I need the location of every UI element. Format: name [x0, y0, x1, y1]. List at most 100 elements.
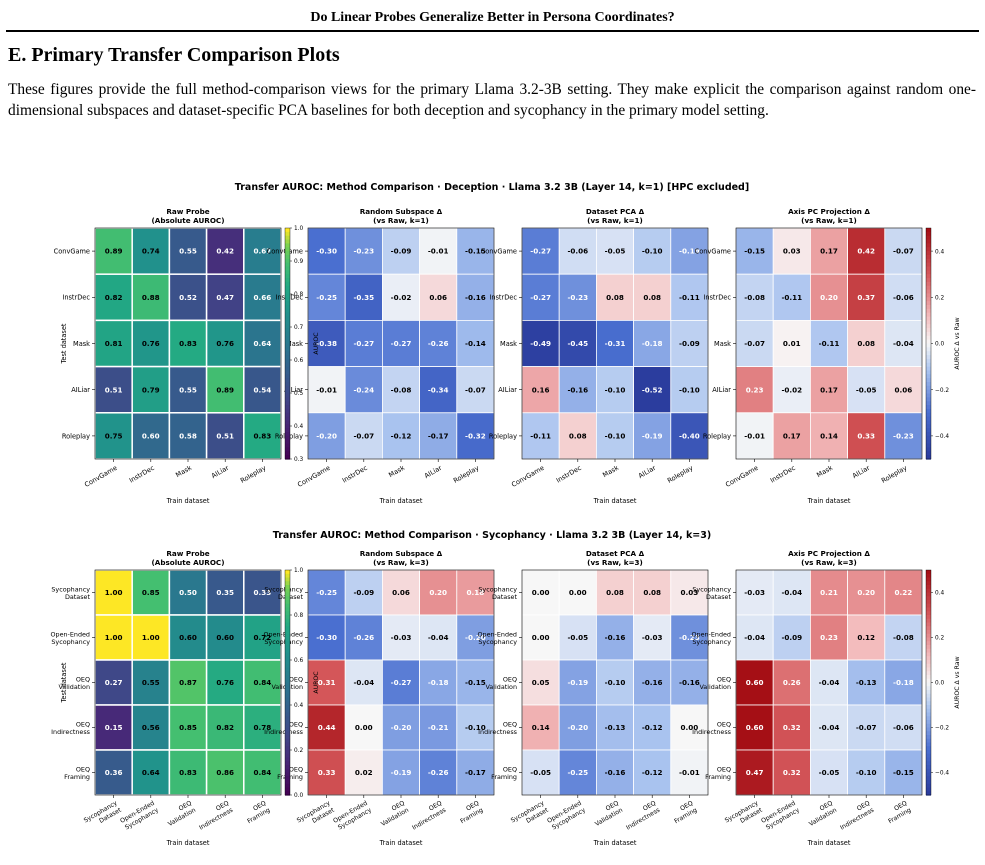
colorbar-swatch: [285, 281, 290, 287]
colorbar-swatch: [285, 776, 290, 781]
cell-value-label: -0.05: [819, 768, 840, 777]
colorbar-swatch: [926, 405, 931, 410]
row-label: OEQ: [76, 676, 90, 684]
colorbar-swatch: [926, 701, 931, 706]
colorbar-swatch: [285, 305, 290, 310]
colorbar-swatch: [926, 791, 931, 796]
colorbar-swatch: [926, 603, 931, 609]
cell-value-label: -0.11: [819, 339, 840, 348]
cell-value-label: -0.23: [353, 247, 374, 256]
colorbar-swatch: [285, 451, 290, 456]
cell-value-label: -0.30: [316, 247, 337, 256]
colorbar-swatch: [285, 397, 290, 402]
cell-value-label: -0.08: [744, 293, 765, 302]
colorbar-tick-label: 0.8: [294, 292, 304, 298]
cell-value-label: -0.45: [567, 339, 588, 348]
colorbar-swatch: [285, 435, 290, 441]
colorbar-swatch: [926, 374, 931, 379]
row-label: Roleplay: [489, 432, 517, 440]
running-head: Do Linear Probes Generalize Better in Pe…: [310, 10, 675, 25]
cell-value-label: -0.03: [744, 588, 765, 597]
col-label: ConvGame: [724, 464, 759, 489]
colorbar-swatch: [926, 420, 931, 425]
colorbar-swatch: [926, 682, 931, 687]
cell-value-label: 0.35: [216, 588, 234, 597]
cell-value-label: -0.19: [642, 432, 663, 441]
figure-title: Transfer AUROC: Method Comparison · Syco…: [273, 530, 711, 541]
panel-subtitle: (vs Raw, k=3): [373, 558, 429, 567]
colorbar-swatch: [285, 780, 290, 785]
colorbar-swatch: [285, 339, 290, 345]
heatmap-panel: Dataset PCA Δ(vs Raw, k=1) -0.27 -0.06 -0.0…: [481, 207, 709, 505]
colorbar-swatch: [926, 243, 931, 248]
cell-value-label: 0.89: [105, 247, 123, 256]
cell-value-label: 0.36: [105, 768, 123, 777]
heatmap-cell: [884, 412, 923, 460]
heatmap-cell: [596, 749, 635, 796]
heatmap-cell: [456, 704, 495, 751]
cell-value-label: 0.51: [105, 385, 123, 394]
colorbar-swatch: [926, 328, 931, 333]
cell-value-label: -0.06: [893, 293, 914, 302]
cell-value-label: -0.16: [605, 768, 626, 777]
colorbar-swatch: [285, 293, 290, 298]
col-label: Roleplay: [452, 464, 480, 485]
colorbar-tick-label: 0.9: [294, 259, 304, 265]
cell-value-label: 0.32: [783, 723, 801, 732]
colorbar-tick-label: 1.0: [294, 568, 304, 574]
cell-value-label: 0.06: [392, 588, 410, 597]
colorbar-tick-label: 0.5: [294, 391, 304, 397]
cell-value-label: 0.31: [318, 678, 336, 687]
cell-value-label: 0.03: [783, 247, 801, 256]
cell-value-label: 0.05: [532, 678, 550, 687]
colorbar-swatch: [926, 596, 931, 601]
colorbar-swatch: [926, 389, 931, 395]
row-label: OEQ: [717, 676, 731, 684]
colorbar-swatch: [285, 312, 290, 318]
cell-value-label: -0.17: [428, 432, 449, 441]
heatmap-cell: [884, 273, 923, 321]
col-label: InstrDec: [128, 464, 156, 485]
heatmap-cell: [419, 749, 458, 796]
colorbar-swatch: [285, 297, 290, 302]
cell-value-label: -0.05: [856, 385, 877, 394]
heatmap-cell: [670, 366, 709, 414]
cell-value-label: 0.26: [783, 678, 801, 687]
cell-value-label: -0.23: [679, 633, 700, 642]
colorbar-swatch: [285, 731, 290, 736]
colorbar-swatch: [285, 301, 290, 306]
x-axis-label: Train dataset: [379, 497, 423, 505]
row-label: Open-Ended: [477, 631, 517, 639]
heatmap-cell: [884, 704, 923, 751]
header-rule: [6, 30, 979, 32]
colorbar-swatch: [285, 618, 290, 624]
colorbar-swatch: [285, 645, 290, 650]
heatmap-cell: [344, 704, 383, 751]
heatmap-cell: [243, 704, 282, 751]
colorbar-tick-label: 0.7: [294, 325, 304, 331]
colorbar-swatch: [926, 753, 931, 759]
col-label: ConvGame: [296, 464, 331, 489]
colorbar-swatch: [285, 374, 290, 379]
cell-value-label: 0.56: [142, 723, 160, 732]
cell-value-label: -0.18: [893, 678, 914, 687]
colorbar-swatch: [926, 331, 931, 337]
cell-value-label: 0.06: [895, 385, 913, 394]
cell-value-label: 0.23: [820, 633, 838, 642]
heatmap-cell: [168, 365, 208, 414]
colorbar-swatch: [285, 577, 290, 582]
colorbar-swatch: [285, 772, 290, 777]
cell-value-label: -0.04: [819, 678, 840, 687]
panel-subtitle: (vs Raw, k=1): [373, 216, 429, 225]
row-label: OEQ: [76, 766, 90, 774]
colorbar-swatch: [926, 235, 931, 241]
row-label: OEQ: [503, 766, 517, 774]
heatmap-cell: [521, 412, 560, 460]
colorbar-swatch: [285, 278, 290, 283]
heatmap-cell: [596, 366, 635, 414]
cell-value-label: -0.04: [781, 588, 802, 597]
colorbar-swatch: [285, 331, 290, 337]
cell-value-label: 0.83: [254, 432, 272, 441]
colorbar-swatch: [926, 339, 931, 345]
heatmap-cell: [633, 704, 672, 751]
